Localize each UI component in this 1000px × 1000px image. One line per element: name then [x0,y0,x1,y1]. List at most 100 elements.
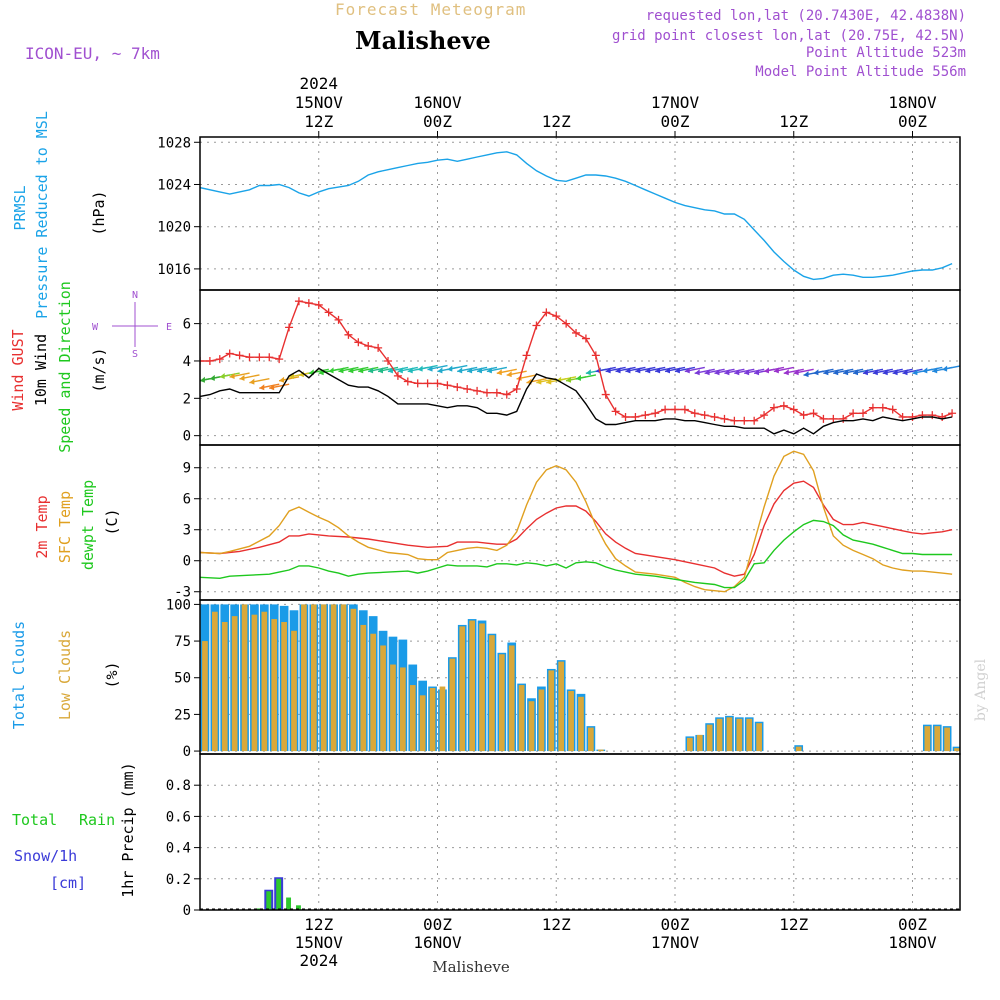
wind-barb-head [684,367,690,374]
gust-marker [562,319,571,328]
low-cloud-bar [202,641,208,752]
gust-marker [690,409,699,418]
low-cloud-bar [261,611,268,752]
time-label-bottom: 00Z [898,915,927,934]
pressure-ytick-label: 1016 [157,262,191,278]
wind-barb-head [803,371,809,378]
wind-barb-head [625,367,631,374]
wind-barb-head [912,369,918,376]
gridpoint-coords: grid point closest lon,lat (20.75E, 42.5… [611,28,966,44]
wind-barb-head [575,374,581,381]
low-cloud-bar [459,626,466,752]
clouds-data [200,604,960,752]
wind-barb-head [724,369,730,376]
temperature-frame [199,444,961,601]
gust-marker [354,338,363,347]
gust-marker [393,371,402,380]
gust-marker [898,412,907,421]
gust-marker [829,414,838,423]
low-cloud-bar [924,726,931,752]
gust-marker [482,388,491,397]
rain-bar [296,905,301,910]
2m-temp-line [200,480,953,577]
total-rain-label-1: Total [12,811,57,829]
temperature-panel: -3 0 3 6 9 [174,444,961,601]
low-cloud-bar [726,717,733,752]
low-cloud-bar [429,688,436,752]
time-label-top: 00Z [423,112,452,131]
gust-marker [769,403,778,412]
requested-coords: requested lon,lat (20.7430E, 42.4838N) [645,8,966,24]
wind-barb-head [704,369,710,376]
gust-marker [463,384,472,393]
gust-marker [651,409,660,418]
time-label-top: 15NOV [295,93,344,112]
sfc-temp-label: SFC Temp [56,491,74,563]
low-cloud-bar [716,718,723,752]
time-label-bottom: 18NOV [888,933,937,952]
clouds-ytick-label: 75 [174,634,191,650]
gust-marker [740,416,749,425]
low-cloud-bar [686,737,693,752]
gust-marker [423,379,432,388]
low-cloud-bar [271,619,278,752]
low-cloud-bar [954,748,960,752]
wind-barb-head [269,384,275,391]
gust-marker [265,353,274,362]
gust-marker [779,401,788,410]
pressure-panel: 1016 1020 1024 1028 [157,135,961,291]
wind-dir-label: Speed and Direction [56,281,74,453]
wind-barb-head [744,369,750,376]
low-cloud-bar [281,622,287,752]
pressure-unit: (hPa) [90,190,108,235]
dewpt-label: dewpt Temp [79,480,97,570]
low-cloud-bar [518,685,525,752]
wind-barb-head [585,369,591,376]
wind-barb-head [566,376,572,383]
wind-barb-head [259,384,265,391]
gust-marker [235,351,244,360]
low-cloud-bar [251,614,258,752]
low-cloud-bar [944,727,950,752]
low-cloud-bar [370,633,377,752]
gust-marker [334,315,343,324]
total-clouds-label: Total Clouds [10,621,28,729]
low-cloud-bar [489,635,495,752]
low-cloud-bar [211,611,218,752]
precipitation-ytick-label: 0.4 [166,841,191,857]
low-cloud-bar [221,622,228,752]
wind-barb-head [427,365,433,372]
gust-marker [859,409,868,418]
gust-marker [809,409,818,418]
gust-marker [532,321,541,330]
gust-marker [878,403,887,412]
time-label-bottom: 00Z [423,915,452,934]
prmsl-line [200,151,953,281]
compass-n: N [132,290,138,301]
precip-unit: 1hr Precip (mm) [119,762,137,897]
gust-marker [205,356,214,365]
gust-marker [641,411,650,420]
gust-marker [403,377,412,386]
wind-barb-head [279,376,285,383]
wind-barb-head [486,367,492,374]
wind-barb-head [674,367,680,374]
time-label-top: 12Z [779,112,808,131]
wind-barb-head [734,369,740,376]
time-label-bottom: 2024 [299,951,338,970]
prmsl-label: PRMSL [11,185,29,230]
10m-wind-line [200,367,953,435]
pressure-frame [199,136,961,291]
gust-marker [908,412,917,421]
wind-barb-head [773,367,779,374]
wind-barb-head [457,367,463,374]
wind-barb-head [536,378,542,385]
low-cloud-bar [736,718,743,752]
gust-marker [789,405,798,414]
low-cloud-bar [538,689,545,752]
wind-barb-head [922,367,928,374]
gust-marker [799,411,808,420]
sfc-temp-line [200,450,953,593]
wind-barb-head [219,373,225,380]
location-title: Malisheve [355,26,491,55]
